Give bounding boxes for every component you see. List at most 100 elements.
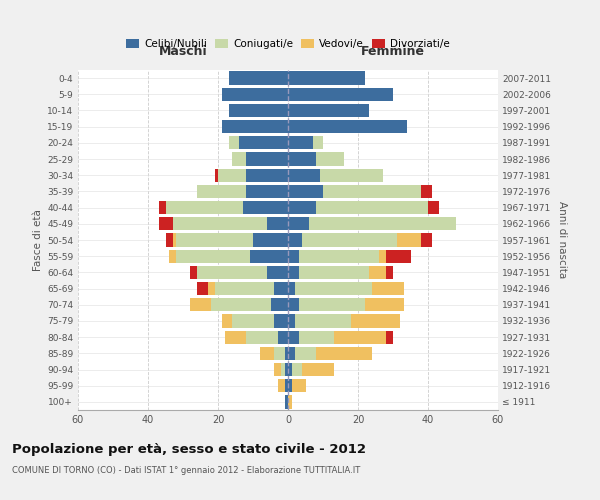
Bar <box>288 217 309 230</box>
Bar <box>309 217 456 230</box>
Bar <box>284 346 288 360</box>
Bar <box>250 250 288 263</box>
Bar <box>365 298 404 312</box>
Bar <box>242 201 288 214</box>
Bar <box>281 363 284 376</box>
Bar <box>277 379 284 392</box>
Bar <box>397 234 421 246</box>
Bar <box>288 168 320 182</box>
Bar <box>208 282 215 295</box>
Bar <box>267 266 288 279</box>
Bar <box>288 201 316 214</box>
Bar <box>288 266 299 279</box>
Bar <box>169 250 176 263</box>
Bar <box>323 185 421 198</box>
Bar <box>313 136 323 149</box>
Bar <box>232 314 274 328</box>
Bar <box>302 234 397 246</box>
Bar <box>284 396 288 408</box>
Bar <box>288 330 299 344</box>
Bar <box>288 104 368 117</box>
Bar <box>284 363 288 376</box>
Bar <box>173 234 176 246</box>
Bar <box>288 346 295 360</box>
Bar <box>176 250 250 263</box>
Bar <box>221 120 288 134</box>
Bar <box>299 250 379 263</box>
Bar <box>316 201 428 214</box>
Bar <box>197 282 208 295</box>
Bar <box>215 282 274 295</box>
Bar <box>274 282 288 295</box>
Legend: Celibi/Nubili, Coniugati/e, Vedovi/e, Divorziati/e: Celibi/Nubili, Coniugati/e, Vedovi/e, Di… <box>122 34 454 53</box>
Bar <box>379 250 386 263</box>
Bar <box>166 234 173 246</box>
Bar <box>288 152 316 166</box>
Bar <box>267 217 288 230</box>
Bar <box>277 330 288 344</box>
Bar <box>229 104 288 117</box>
Bar <box>274 346 284 360</box>
Bar <box>221 314 232 328</box>
Bar <box>288 136 313 149</box>
Bar <box>221 88 288 101</box>
Bar <box>215 168 218 182</box>
Bar <box>232 152 246 166</box>
Bar <box>166 201 242 214</box>
Bar <box>288 379 292 392</box>
Bar <box>288 234 302 246</box>
Bar <box>284 379 288 392</box>
Bar <box>271 298 288 312</box>
Bar <box>368 266 386 279</box>
Bar <box>295 282 372 295</box>
Bar <box>211 298 271 312</box>
Bar <box>274 363 281 376</box>
Bar <box>246 330 277 344</box>
Bar <box>229 72 288 85</box>
Text: Maschi: Maschi <box>158 45 208 58</box>
Bar <box>316 346 372 360</box>
Bar <box>295 314 351 328</box>
Bar <box>421 234 431 246</box>
Bar <box>158 217 173 230</box>
Bar <box>386 330 393 344</box>
Bar <box>428 201 439 214</box>
Bar <box>421 185 431 198</box>
Bar <box>288 72 365 85</box>
Bar <box>351 314 400 328</box>
Bar <box>274 314 288 328</box>
Y-axis label: Fasce di età: Fasce di età <box>33 209 43 271</box>
Bar <box>299 330 334 344</box>
Bar <box>225 330 246 344</box>
Bar <box>295 346 316 360</box>
Bar <box>316 152 344 166</box>
Bar <box>197 266 267 279</box>
Bar <box>299 266 368 279</box>
Bar <box>288 314 295 328</box>
Text: Popolazione per età, sesso e stato civile - 2012: Popolazione per età, sesso e stato civil… <box>12 442 366 456</box>
Bar <box>288 298 299 312</box>
Bar <box>288 282 295 295</box>
Bar <box>158 201 166 214</box>
Bar <box>218 168 246 182</box>
Text: COMUNE DI TORNO (CO) - Dati ISTAT 1° gennaio 2012 - Elaborazione TUTTITALIA.IT: COMUNE DI TORNO (CO) - Dati ISTAT 1° gen… <box>12 466 360 475</box>
Bar <box>173 217 267 230</box>
Bar <box>288 185 323 198</box>
Bar <box>288 250 299 263</box>
Bar <box>176 234 253 246</box>
Bar <box>197 185 246 198</box>
Bar <box>372 282 404 295</box>
Bar <box>299 298 365 312</box>
Bar <box>239 136 288 149</box>
Bar <box>190 266 197 279</box>
Bar <box>246 152 288 166</box>
Bar <box>334 330 386 344</box>
Bar <box>229 136 239 149</box>
Bar <box>292 379 305 392</box>
Bar <box>288 88 393 101</box>
Bar <box>246 185 288 198</box>
Bar <box>253 234 288 246</box>
Bar <box>386 250 410 263</box>
Bar <box>190 298 211 312</box>
Bar <box>292 363 302 376</box>
